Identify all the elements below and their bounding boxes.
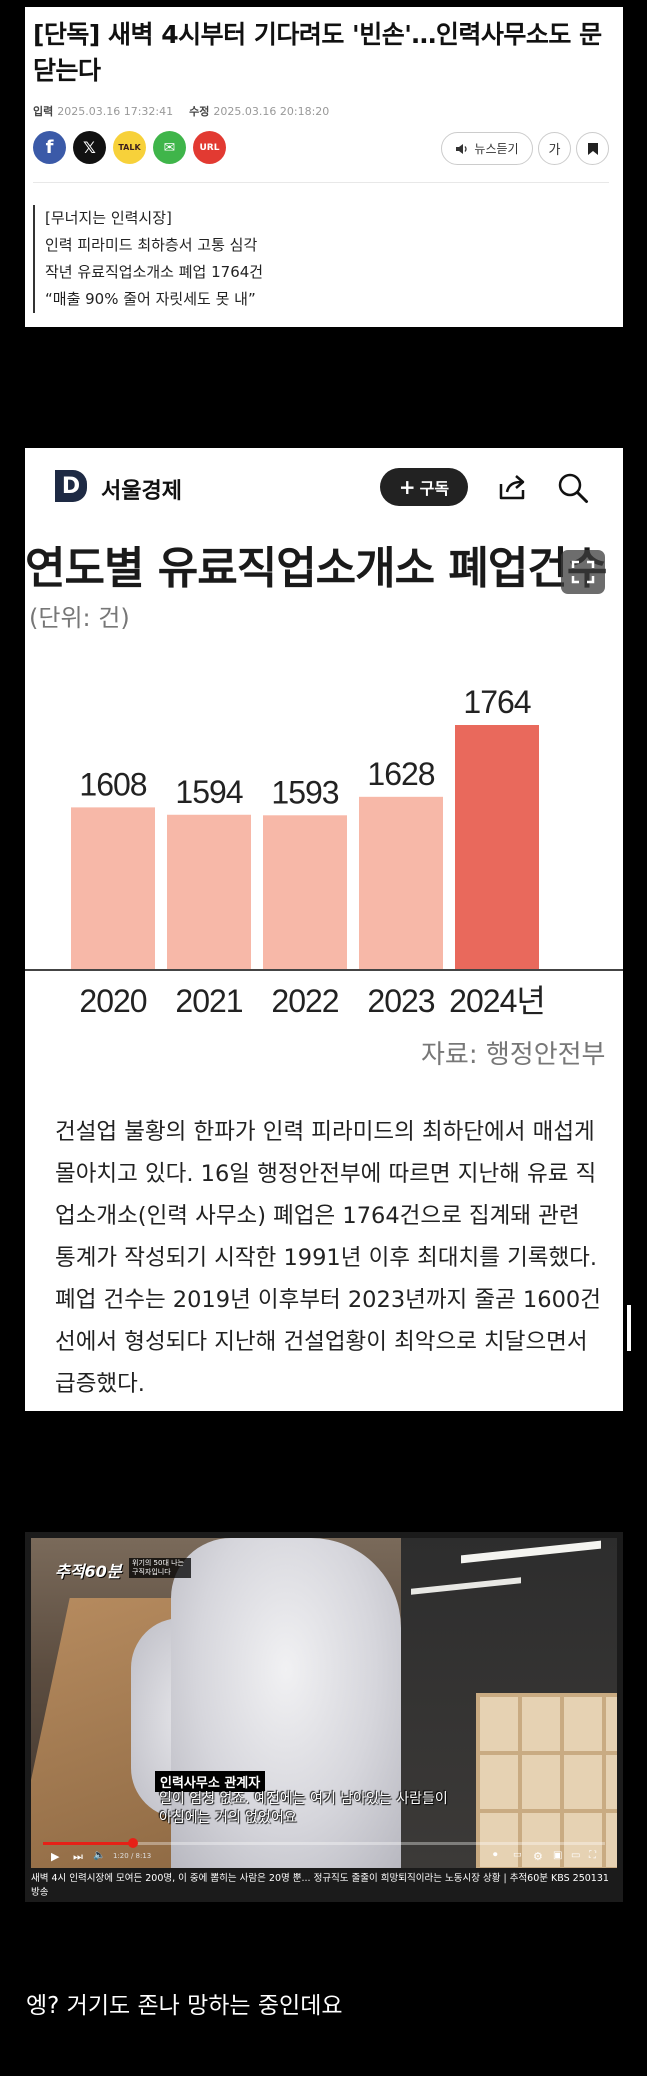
chart-bar	[167, 814, 251, 970]
chart-category-label: 2024년	[449, 983, 545, 1019]
facebook-icon: f	[45, 137, 54, 158]
chart-unit: (단위: 건)	[29, 604, 130, 632]
x-share-button[interactable]: 𝕏	[73, 131, 106, 164]
font-size-button[interactable]: 가	[538, 132, 571, 165]
chart-source: 자료: 행정안전부	[421, 1040, 606, 1070]
url-icon: URL	[199, 142, 220, 153]
video-progress-fill	[43, 1842, 133, 1845]
chart-title: 연도별 유료직업소개소 폐업건수	[25, 543, 607, 594]
miniplayer-icon[interactable]: ▣	[553, 1850, 563, 1861]
chart-data-label: 1628	[367, 756, 434, 792]
video-card: 추적60분 위기의 50대 나는 구직자입니다 인력사무소 관계자 일이 엄청 …	[25, 1532, 623, 1902]
summary-line: 작년 유료직업소개소 폐업 1764건	[45, 263, 264, 281]
input-date-label: 입력	[33, 105, 54, 118]
share-buttons: f 𝕏 TALK ✉ URL	[33, 131, 226, 164]
video-progress-bar[interactable]	[43, 1838, 605, 1848]
divider	[33, 182, 609, 183]
chart-bar	[359, 796, 443, 970]
email-share-button[interactable]: ✉	[153, 131, 186, 164]
bookmark-icon	[587, 142, 598, 155]
fullscreen-icon[interactable]: ⛶	[589, 1850, 596, 1861]
scroll-indicator	[627, 1305, 631, 1351]
article-body-text: 건설업 불황의 한파가 인력 피라미드의 최하단에서 매섭게 몰아치고 있다. …	[55, 1119, 601, 1397]
input-date-value: 2025.03.16 17:32:41	[57, 105, 174, 118]
url-copy-button[interactable]: URL	[193, 131, 226, 164]
video-controls: ▶ ⏭ 🔈 1:20 / 8:13 ⏺ ▭ ⚙ ▣ ▭ ⛶	[43, 1850, 605, 1866]
chart-category-label: 2021	[175, 983, 242, 1019]
kakaotalk-icon: TALK	[118, 143, 141, 152]
article-header-card: [단독] 새벽 4시부터 기다려도 '빈손'…인력사무소도 문 닫는다 입력 20…	[25, 7, 623, 327]
video-time: 1:20 / 8:13	[113, 1852, 152, 1860]
summary-line: [무너지는 인력시장]	[45, 209, 172, 227]
subtitles-icon[interactable]: ▭	[513, 1850, 522, 1860]
edit-date-label: 수정	[189, 105, 210, 118]
outlet-name[interactable]: 서울경제	[101, 479, 182, 504]
edit-date-value: 2025.03.16 20:18:20	[213, 105, 330, 118]
plus-icon: +	[398, 475, 416, 499]
listen-news-button[interactable]: 뉴스듣기	[441, 132, 533, 165]
chart-category-label: 2022	[271, 983, 338, 1019]
subtitle-line: 일이 엄청 없죠. 예전에는 여기 남아있는 사람들이	[159, 1791, 448, 1807]
article-headline: [단독] 새벽 4시부터 기다려도 '빈손'…인력사무소도 문 닫는다	[33, 20, 602, 85]
play-icon[interactable]: ▶	[51, 1850, 60, 1863]
bookmark-button[interactable]	[576, 132, 609, 165]
mail-icon: ✉	[163, 139, 176, 156]
bar-chart: 1608 2020 1594 2021 1593 2022 1628 2023 1764 2024…	[25, 684, 623, 1019]
settings-icon[interactable]: ⚙	[533, 1850, 543, 1863]
volume-icon[interactable]: 🔈	[93, 1850, 106, 1861]
article-summary: [무너지는 인력시장] 인력 피라미드 최하층서 고통 심각 작년 유료직업소개…	[33, 205, 263, 313]
chart-category-label: 2023	[367, 983, 434, 1019]
article-body-card: D 서울경제 + 구독 연도별 유료직업소개소 폐업건수 (단위: 건) 160…	[25, 448, 623, 1411]
video-subtitle: 일이 엄청 없죠. 예전에는 여기 남아있는 사람들이 아침에는 거의 없었어요	[159, 1790, 448, 1828]
summary-line: “매출 90% 줄어 자릿세도 못 내”	[45, 290, 256, 308]
kakaotalk-share-button[interactable]: TALK	[113, 131, 146, 164]
chart-data-label: 1608	[79, 766, 146, 802]
search-icon[interactable]	[555, 470, 591, 506]
font-size-label: 가	[548, 143, 561, 158]
chart-data-label: 1593	[271, 774, 338, 810]
article-dates: 입력 2025.03.16 17:32:41 수정 2025.03.16 20:18:…	[33, 103, 329, 119]
person-in-white-jacket	[171, 1538, 401, 1868]
expand-icon	[571, 560, 595, 584]
chart-data-label: 1594	[175, 774, 242, 810]
chart-bar	[455, 725, 539, 970]
expand-image-button[interactable]	[561, 550, 605, 594]
show-episode-tag: 위기의 50대 나는 구직자입니다	[129, 1558, 191, 1578]
user-comment: 엥? 거기도 존나 망하는 중인데요	[26, 1993, 343, 2019]
show-logo: 추적60분	[55, 1562, 122, 1581]
subscribe-button[interactable]: + 구독	[380, 468, 468, 506]
subtitle-line: 아침에는 거의 없었어요	[159, 1810, 297, 1826]
video-progress-knob[interactable]	[127, 1838, 138, 1848]
share-icon[interactable]	[495, 470, 531, 506]
listen-news-label: 뉴스듣기	[474, 142, 519, 156]
autoplay-toggle[interactable]: ⏺	[493, 1850, 498, 1860]
shelf-rows	[476, 1693, 617, 1868]
summary-line: 인력 피라미드 최하층서 고통 심각	[45, 236, 258, 254]
chart-bar	[71, 807, 155, 970]
video-player[interactable]: 추적60분 위기의 50대 나는 구직자입니다 인력사무소 관계자 일이 엄청 …	[31, 1538, 617, 1868]
chart-data-label: 1764	[463, 684, 530, 720]
article-tools: 뉴스듣기 가	[441, 132, 609, 165]
next-icon[interactable]: ⏭	[73, 1850, 83, 1863]
facebook-share-button[interactable]: f	[33, 131, 66, 164]
theater-icon[interactable]: ▭	[571, 1850, 581, 1861]
speaker-tag: 인력사무소 관계자	[155, 1771, 266, 1792]
outlet-logo[interactable]: D	[55, 470, 87, 502]
chart-bar	[263, 815, 347, 970]
outlet-bar: D 서울경제 + 구독	[25, 448, 623, 528]
speaker-icon	[456, 143, 468, 154]
subscribe-label: 구독	[419, 479, 450, 498]
x-icon: 𝕏	[83, 138, 96, 157]
chart-category-label: 2020	[79, 983, 146, 1019]
video-title[interactable]: 새벽 4시 인력시장에 모여든 200명, 이 중에 뽑히는 사람은 20명 뿐…	[31, 1873, 609, 1898]
